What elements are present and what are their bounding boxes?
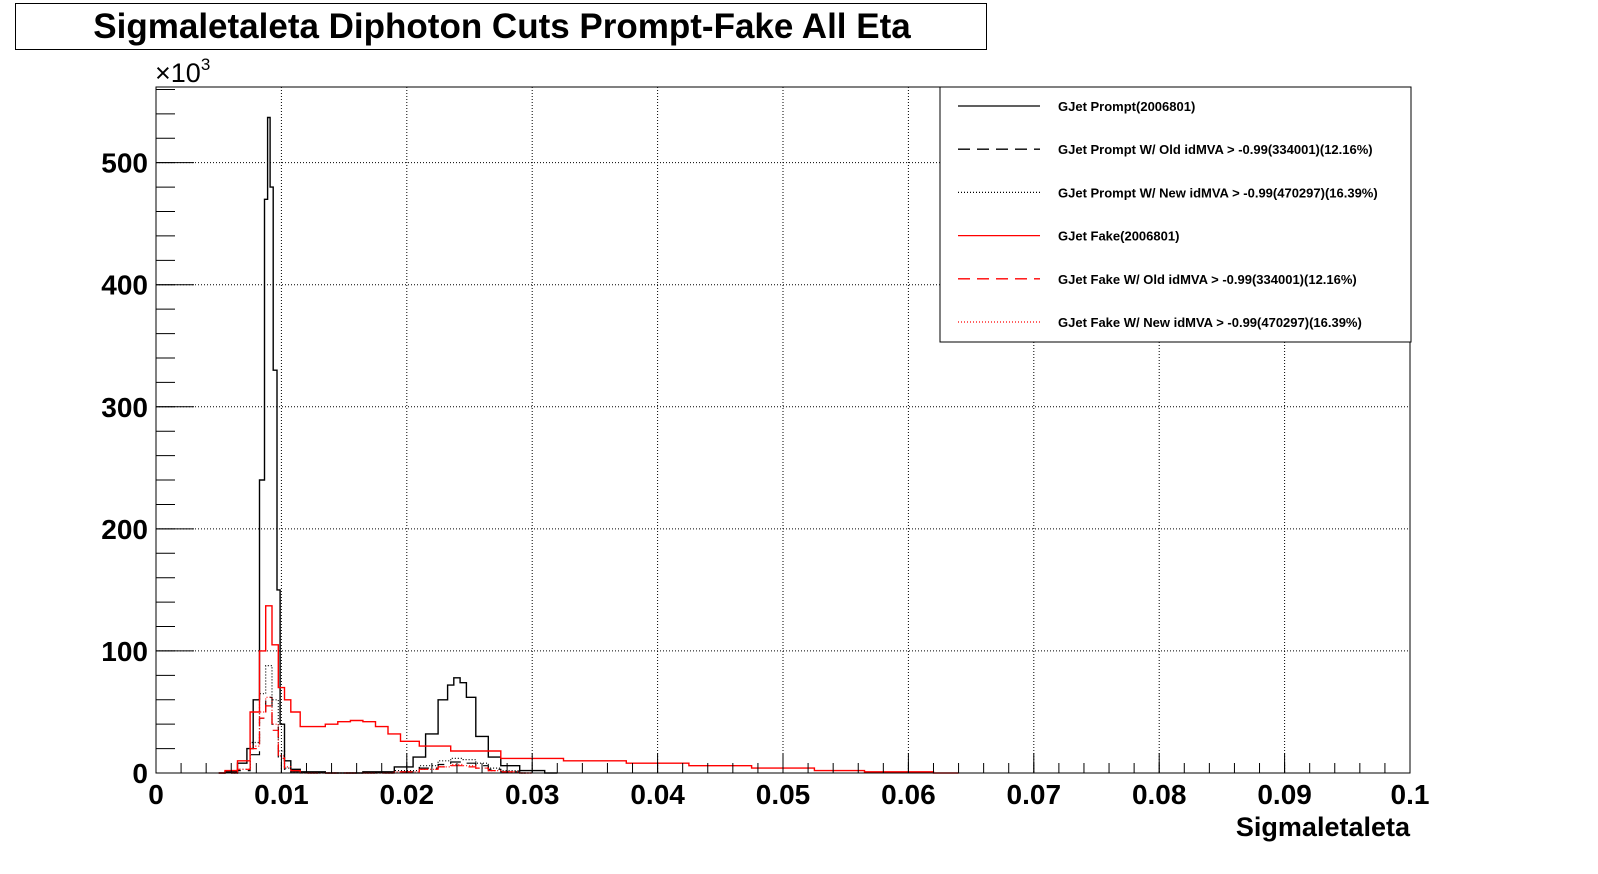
x-tick-label: 0.01 (254, 779, 309, 810)
legend-label-3: GJet Prompt W/ New idMVA > -0.99(470297)… (1058, 185, 1378, 200)
series-line-5 (231, 705, 533, 774)
legend-label-1: GJet Prompt(2006801) (1058, 99, 1195, 114)
x-axis-label: Sigmaletaleta (1236, 812, 1411, 842)
x-tick-label: 0.09 (1257, 779, 1312, 810)
series-line-4 (218, 605, 959, 774)
y-tick-label: 100 (101, 636, 148, 667)
y-multiplier: ×103 (155, 55, 210, 88)
x-tick-label: 0 (148, 779, 164, 810)
legend: GJet Prompt(2006801) GJet Prompt W/ Old i… (939, 86, 1412, 343)
x-tick-label: 0.1 (1391, 779, 1430, 810)
data-series (218, 116, 959, 774)
series-line-2 (231, 696, 533, 774)
x-tick-label: 0.06 (881, 779, 936, 810)
x-tick-label: 0.08 (1132, 779, 1187, 810)
x-tick-label: 0.07 (1007, 779, 1062, 810)
x-tick-label: 0.04 (630, 779, 685, 810)
y-tick-label: 500 (101, 148, 148, 179)
axes: 0 0.01 0.02 0.03 0.04 0.05 0.06 0.07 0.08 0.09 0.1… (101, 88, 1430, 810)
chart-title-box: Sigmaletaleta Diphoton Cuts Prompt-Fake … (15, 3, 987, 50)
legend-label-4: GJet Fake(2006801) (1058, 229, 1179, 244)
legend-label-6: GJet Fake W/ New idMVA > -0.99(470297)(1… (1058, 315, 1362, 330)
series-line-6 (231, 696, 533, 774)
x-tick-label: 0.02 (380, 779, 435, 810)
y-tick-label: 200 (101, 514, 148, 545)
y-tick-label: 0 (132, 758, 148, 789)
y-tick-label: 300 (101, 392, 148, 423)
chart-title: Sigmaletaleta Diphoton Cuts Prompt-Fake … (93, 7, 911, 46)
y-tick-label: 400 (101, 270, 148, 301)
legend-label-2: GJet Prompt W/ Old idMVA > -0.99(334001)… (1058, 142, 1373, 157)
series-line-3 (231, 665, 533, 774)
legend-box (939, 86, 1412, 343)
series-line-1 (218, 116, 558, 774)
x-tick-label: 0.05 (756, 779, 811, 810)
x-tick-label: 0.03 (505, 779, 560, 810)
legend-label-5: GJet Fake W/ Old idMVA > -0.99(334001)(1… (1058, 272, 1357, 287)
